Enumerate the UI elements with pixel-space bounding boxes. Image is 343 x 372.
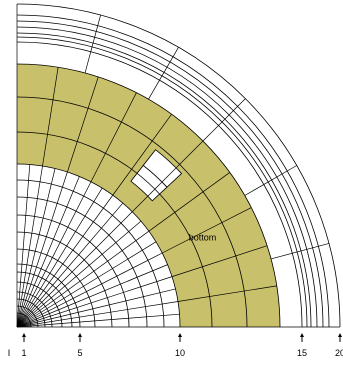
tick-label: 1 [21,348,26,358]
spoke-line [16,264,168,328]
spoke-line [90,92,137,182]
tick-arrow [78,333,82,337]
tick-label: 10 [175,348,185,358]
spoke-line [162,207,252,254]
spoke-line [84,14,101,74]
spoke-line [16,313,180,328]
spoke-line [244,165,297,196]
axis-leading-mark: I [8,348,11,358]
spoke-line [132,140,204,212]
spoke-line [148,172,230,232]
angular-spokes [16,4,340,328]
spoke-line [16,194,114,328]
tick-label: 5 [77,348,82,358]
tick-arrow [22,333,26,337]
spoke-line [16,252,163,328]
spoke-line [270,243,330,260]
tick-arrow [178,333,182,337]
spoke-line [16,230,150,328]
spoke-line [202,98,246,142]
spoke-line [16,220,142,328]
spoke-line [16,211,133,328]
spoke-line [16,187,103,328]
spoke-line [16,276,173,328]
region-label-text: bottom [189,232,217,242]
spoke-line [112,114,172,196]
spoke-line [16,171,68,328]
spoke-line [148,47,179,100]
spoke-line [16,301,179,328]
spoke-line [16,176,80,328]
spoke-line [16,241,157,328]
spoke-line [16,165,43,328]
spoke-line [16,202,124,328]
spoke-line [16,181,92,328]
tick-arrow [300,333,304,337]
tick-label: 20 [335,348,343,358]
spoke-line [16,168,56,328]
spoke-line [171,245,268,277]
spoke-line [177,285,277,302]
tick-label: 15 [297,348,307,358]
spoke-line [42,67,59,167]
spoke-line [67,76,99,173]
spoke-line [16,288,176,328]
tick-arrow [338,333,342,337]
spoke-line [16,164,31,328]
bottom-axis: 1 5 10 15 20I [8,333,343,358]
